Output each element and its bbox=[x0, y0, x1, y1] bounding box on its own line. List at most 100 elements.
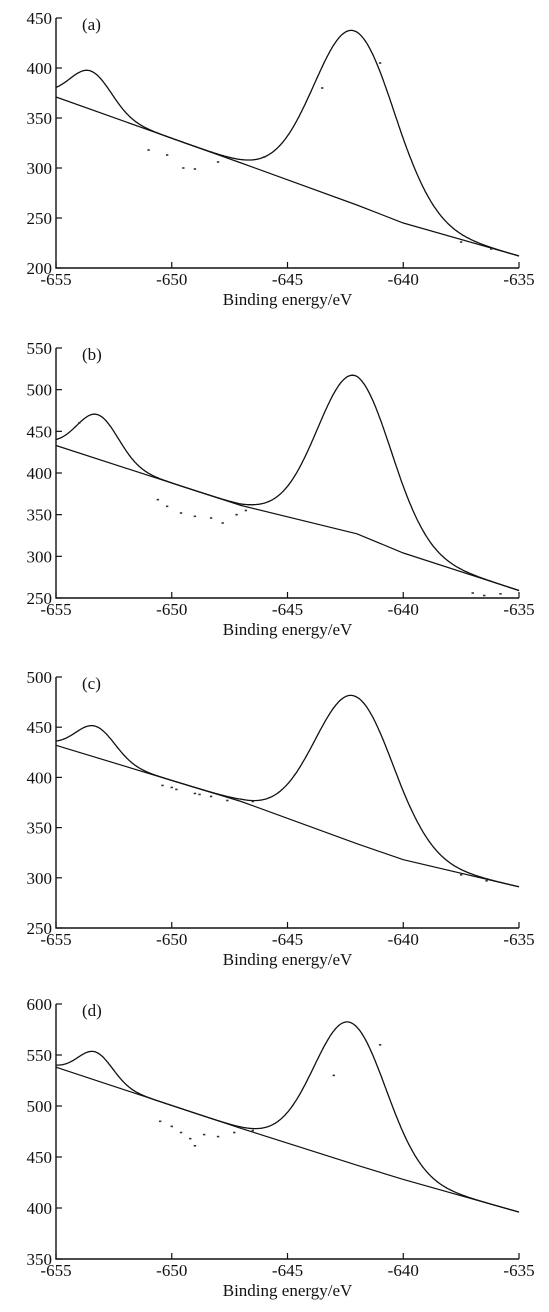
data-point bbox=[165, 505, 169, 508]
panel-label: (b) bbox=[82, 345, 102, 364]
data-point bbox=[193, 168, 197, 170]
x-tick-label: -640 bbox=[388, 1261, 419, 1280]
y-tick-label: 400 bbox=[27, 59, 53, 78]
y-tick-label: 500 bbox=[27, 1097, 53, 1116]
data-point bbox=[175, 788, 178, 791]
data-point bbox=[216, 1135, 220, 1138]
data-point bbox=[221, 522, 224, 524]
data-point bbox=[459, 241, 463, 243]
y-tick-label: 600 bbox=[27, 995, 53, 1014]
background-line bbox=[55, 744, 520, 888]
data-point bbox=[378, 62, 382, 64]
y-tick-label: 300 bbox=[27, 547, 53, 566]
panel-label: (d) bbox=[82, 1001, 102, 1020]
panel-c: 250 300 350 400 450 500 -655 -650 -645 -640 -635 Bi… bbox=[27, 668, 535, 969]
data-point bbox=[193, 792, 197, 795]
y-tick-label: 350 bbox=[27, 1250, 53, 1269]
x-tick-label: -645 bbox=[272, 270, 303, 289]
x-axis-title: Binding energy/eV bbox=[223, 290, 353, 309]
y-tick-label: 400 bbox=[27, 768, 53, 787]
x-tick-label: -650 bbox=[156, 1261, 187, 1280]
panel-a: 200 250 300 350 400 450 -655 -650 -645 -640 -635 Bi… bbox=[27, 9, 535, 309]
y-tick-label: 450 bbox=[27, 9, 53, 28]
panel-b: 250 300 350 400 450 500 550 -655 -650 -645 -640 -63… bbox=[27, 339, 535, 639]
x-tick-label: -640 bbox=[388, 600, 419, 619]
data-point bbox=[170, 786, 173, 789]
x-tick-label: -650 bbox=[156, 930, 187, 949]
y-tick-label: 350 bbox=[27, 109, 53, 128]
x-axis-title: Binding energy/eV bbox=[223, 1281, 353, 1300]
x-tick-label: -635 bbox=[503, 270, 534, 289]
x-tick-label: -635 bbox=[503, 930, 534, 949]
x-tick-label: -650 bbox=[156, 600, 187, 619]
data-point bbox=[198, 793, 201, 796]
data-point bbox=[165, 154, 169, 156]
data-point bbox=[158, 1120, 162, 1123]
data-point bbox=[459, 873, 463, 876]
data-point bbox=[156, 498, 160, 501]
x-tick-label: -640 bbox=[388, 930, 419, 949]
background-line bbox=[55, 96, 520, 257]
y-tick-label: 550 bbox=[27, 339, 53, 358]
data-point bbox=[263, 156, 266, 158]
x-tick-label: -655 bbox=[40, 930, 71, 949]
data-point bbox=[490, 248, 493, 250]
data-point bbox=[233, 1131, 236, 1134]
y-tick-label: 450 bbox=[27, 718, 53, 737]
data-point bbox=[378, 1044, 382, 1046]
y-tick-label: 300 bbox=[27, 159, 53, 178]
data-point bbox=[189, 1137, 192, 1140]
data-point bbox=[147, 149, 150, 151]
fitted-envelope-line bbox=[56, 1021, 520, 1213]
fitted-envelope-line bbox=[55, 29, 520, 257]
x-tick-label: -645 bbox=[272, 930, 303, 949]
panel-d-axes bbox=[55, 1004, 519, 1260]
panel-d: 350 400 450 500 550 600 -655 -650 -645 -640 -635 Bi… bbox=[27, 995, 535, 1300]
x-tick-label: -635 bbox=[503, 600, 534, 619]
data-point bbox=[226, 799, 229, 802]
fitted-envelope-line bbox=[55, 374, 520, 592]
panel-c-axes bbox=[55, 677, 519, 929]
y-tick-label: 400 bbox=[27, 464, 53, 483]
y-tick-label: 450 bbox=[27, 1148, 53, 1167]
data-point bbox=[321, 87, 324, 89]
panel-label: (c) bbox=[82, 674, 101, 693]
y-tick-label: 250 bbox=[27, 209, 53, 228]
x-axis-title: Binding energy/eV bbox=[223, 950, 353, 969]
data-point bbox=[209, 517, 213, 519]
panel-a-axes bbox=[55, 18, 519, 269]
y-tick-label: 500 bbox=[27, 381, 53, 400]
x-tick-label: -650 bbox=[156, 270, 187, 289]
x-tick-label: -645 bbox=[272, 1261, 303, 1280]
data-point bbox=[161, 784, 164, 787]
y-tick-label: 250 bbox=[27, 919, 53, 938]
data-point bbox=[235, 513, 238, 516]
data-point bbox=[193, 1144, 197, 1147]
data-point bbox=[471, 592, 474, 594]
y-tick-label: 400 bbox=[27, 1199, 53, 1218]
y-tick-label: 200 bbox=[27, 259, 53, 278]
y-tick-label: 350 bbox=[27, 506, 53, 525]
x-axis-title: Binding energy/eV bbox=[223, 620, 353, 639]
data-point bbox=[499, 593, 502, 595]
y-tick-label: 300 bbox=[27, 869, 53, 888]
data-point bbox=[193, 515, 197, 518]
data-point bbox=[483, 594, 486, 597]
panel-b-axes bbox=[55, 348, 519, 599]
y-tick-label: 450 bbox=[27, 422, 53, 441]
data-point bbox=[244, 509, 248, 512]
x-tick-label: -645 bbox=[272, 600, 303, 619]
data-point bbox=[209, 795, 213, 798]
data-point bbox=[182, 167, 185, 169]
x-tick-label: -655 bbox=[40, 600, 71, 619]
data-point bbox=[216, 161, 220, 163]
panel-label: (a) bbox=[82, 15, 101, 34]
x-tick-label: -635 bbox=[503, 1261, 534, 1280]
background-line bbox=[55, 444, 520, 592]
y-tick-label: 250 bbox=[27, 589, 53, 608]
y-tick-label: 500 bbox=[27, 668, 53, 687]
x-tick-label: -655 bbox=[40, 270, 71, 289]
background-line bbox=[55, 1066, 520, 1213]
data-point bbox=[179, 512, 183, 514]
